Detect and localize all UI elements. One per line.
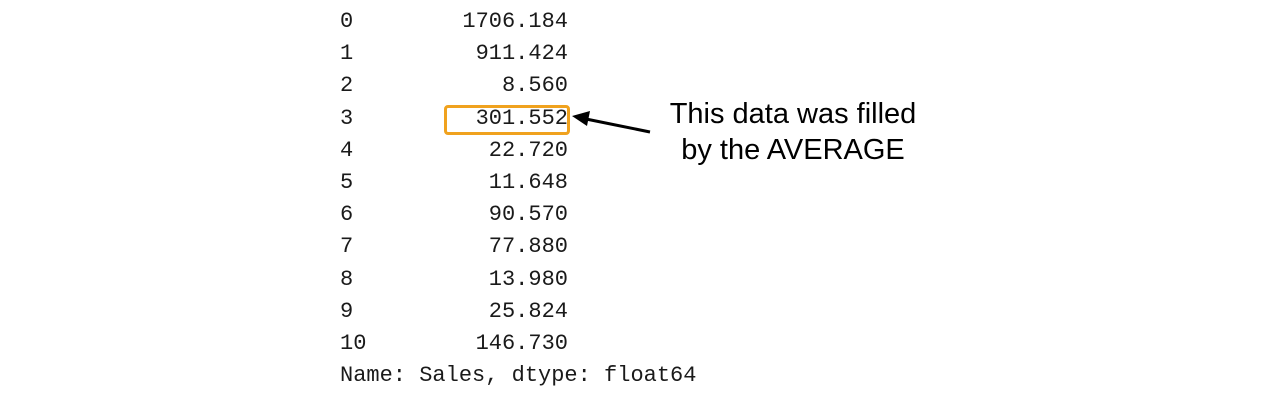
row-index: 8: [340, 266, 354, 292]
row-value: 25.824: [488, 298, 568, 324]
row-value: 146.730: [475, 330, 568, 356]
series-row: 6 90.570: [338, 199, 568, 231]
series-footer: Name: Sales, dtype: float64: [340, 363, 697, 389]
annotation-line-2: by the AVERAGE: [681, 134, 905, 166]
row-index: 4: [340, 137, 354, 163]
series-output: 0 1706.184 1 911.424 2 8.560 3 301.552 4…: [338, 6, 696, 392]
annotation-line-1: This data was filled: [669, 98, 917, 130]
arrow-icon: [572, 111, 651, 134]
row-index: 2: [340, 73, 354, 99]
series-row: 2 8.560: [338, 70, 568, 102]
row-value: 301.552: [475, 105, 568, 131]
row-value: 22.720: [488, 137, 568, 163]
series-row: 5 11.648: [338, 167, 568, 199]
highlight-box: [444, 105, 570, 135]
row-value: 1706.184: [462, 9, 568, 34]
row-index: 5: [340, 169, 354, 195]
annotation-text: This data was filled by the AVERAGE: [648, 96, 938, 168]
series-row: 9 25.824: [338, 296, 568, 328]
row-index: 6: [340, 202, 354, 228]
row-index: 9: [340, 298, 354, 324]
series-row: 10 146.730: [338, 328, 568, 360]
series-row: 8 13.980: [338, 264, 568, 296]
row-index: 7: [340, 234, 354, 260]
row-value: 13.980: [488, 266, 568, 292]
row-value: 911.424: [475, 41, 568, 67]
row-value: 11.648: [488, 169, 568, 195]
row-value: 90.570: [488, 202, 568, 228]
row-index: 1: [340, 41, 354, 67]
row-value: 8.560: [501, 73, 568, 99]
row-index: 0: [340, 9, 354, 34]
series-row-highlighted: 3 301.552: [338, 103, 568, 135]
row-index: 10: [340, 330, 367, 356]
row-value: 77.880: [488, 234, 568, 260]
series-row: 7 77.880: [338, 231, 568, 263]
row-index: 3: [340, 105, 354, 131]
series-row: 4 22.720: [338, 135, 568, 167]
series-row: 0 1706.184: [338, 6, 568, 38]
series-row: 1 911.424: [338, 38, 568, 70]
